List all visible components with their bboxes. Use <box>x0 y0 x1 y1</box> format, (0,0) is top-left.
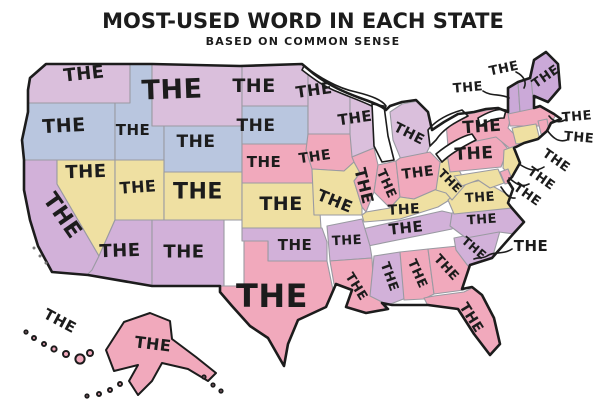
state-label-ky: THE <box>387 201 420 219</box>
hawaii-island <box>50 345 58 353</box>
state-label-oh: THE <box>401 163 435 183</box>
hawaii-island <box>31 335 37 341</box>
leader-line-2 <box>515 71 526 89</box>
hawaii <box>23 329 94 365</box>
floating-label-3: THE <box>561 108 592 126</box>
floating-label-8: THE <box>514 237 549 255</box>
state-label-va: THE <box>464 189 495 206</box>
leader-line-4 <box>546 129 568 142</box>
leader-line-6 <box>508 177 530 187</box>
state-label-ok: THE <box>278 236 313 254</box>
state-label-pa: THE <box>454 143 494 165</box>
leader-line-1 <box>482 90 510 99</box>
state-label-nc: THE <box>466 211 497 228</box>
alaska <box>84 312 224 399</box>
floating-label-1: THE <box>452 79 483 97</box>
hawaii-island <box>74 353 86 365</box>
state-label-wy: THE <box>177 132 216 152</box>
leader-line-3 <box>548 115 566 123</box>
floating-label-2: THE <box>488 59 521 80</box>
us-outline <box>20 50 563 368</box>
page-title: MOST-USED WORD IN EACH STATE <box>102 9 504 33</box>
state-label-mn: THE <box>294 78 333 102</box>
channel-islands <box>32 246 48 265</box>
leader-line-5 <box>518 163 545 171</box>
state-label-sd: THE <box>237 116 276 136</box>
state-label-nv: THE <box>65 161 107 183</box>
state-il <box>351 147 379 213</box>
lake-michigan <box>371 103 395 163</box>
hawaii-island <box>86 349 94 357</box>
aleutian-islands <box>84 374 224 399</box>
state-label-ne: THE <box>247 153 282 171</box>
state-label-or: THE <box>42 114 86 138</box>
page-subtitle: BASED ON COMMON SENSE <box>206 35 401 48</box>
state-ms <box>369 251 407 306</box>
state-label-ks: THE <box>259 193 302 215</box>
state-ct <box>511 123 541 145</box>
hawaii-island <box>62 350 70 358</box>
state-label-nm: THE <box>163 242 204 263</box>
floating-label-4: THE <box>563 129 594 147</box>
state-label-tx: THE <box>236 277 308 315</box>
lake-huron <box>427 109 469 147</box>
state-label-tn: THE <box>388 217 424 239</box>
lake-ontario <box>477 108 507 127</box>
hawaii-island <box>41 341 47 347</box>
state-ak <box>105 312 217 396</box>
state-label-ny: THE <box>462 116 502 139</box>
state-label-ut: THE <box>119 176 157 198</box>
leader-lines <box>473 71 568 260</box>
state-label-mt: THE <box>141 73 203 106</box>
state-label-wi: THE <box>337 107 374 130</box>
leader-line-8 <box>473 248 513 260</box>
state-ar <box>326 218 373 262</box>
state-label-az: THE <box>99 240 141 262</box>
hawaii-island <box>23 329 29 335</box>
state-label-id: THE <box>116 121 151 139</box>
lake-erie <box>435 133 477 163</box>
state-label-ia: THE <box>298 147 332 167</box>
state-label-co: THE <box>173 180 223 205</box>
state-label-wa: THE <box>62 61 105 86</box>
state-label-nd: THE <box>232 75 275 97</box>
state-label-hi: THE <box>41 305 80 337</box>
state-md <box>453 168 505 189</box>
state-label-ak: THE <box>134 332 173 355</box>
mainland-states <box>22 52 561 366</box>
state-fl <box>423 285 505 359</box>
leader-line-7 <box>500 186 516 199</box>
state-label-ar: THE <box>332 233 363 250</box>
